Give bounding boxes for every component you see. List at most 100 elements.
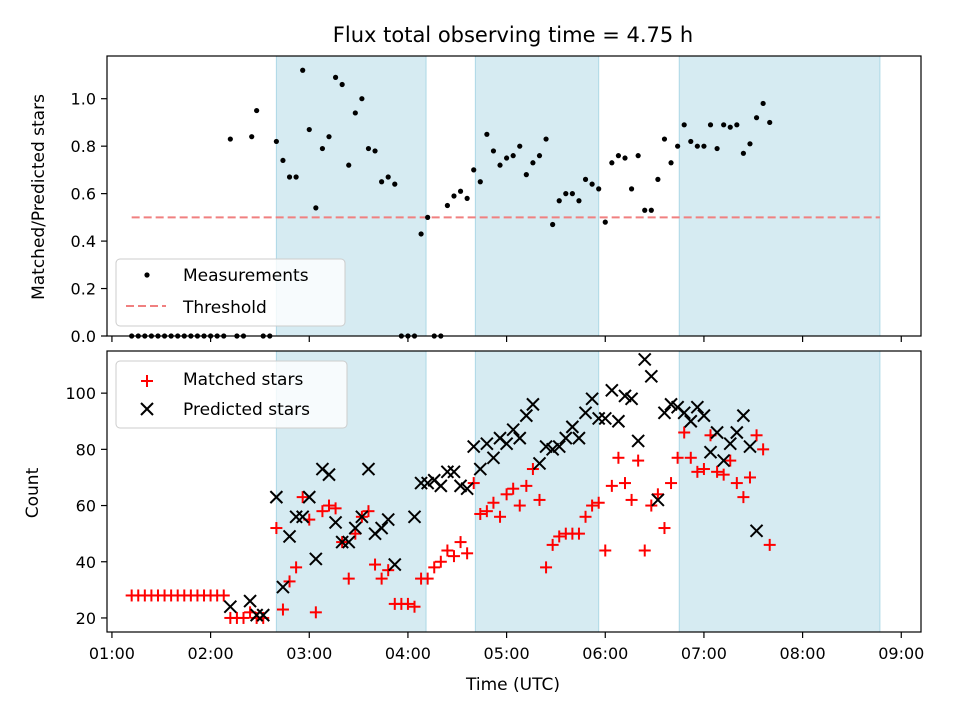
top-series-0-point-79 xyxy=(648,207,654,213)
bottom-y-axis-label: Count xyxy=(23,467,43,518)
bottom-series-1-point-27 xyxy=(434,479,448,493)
bottom-series-0-point-30 xyxy=(329,502,342,515)
top-series-0-point-87 xyxy=(701,143,707,149)
bottom-series-1-point-65 xyxy=(684,414,698,428)
bottom-series-1-point-40 xyxy=(519,408,534,423)
top-series-0-point-23 xyxy=(280,157,286,164)
top-series-0-point-52 xyxy=(471,167,477,173)
bottom-series-1-point-0 xyxy=(223,600,238,614)
bottom-series-1-point-41 xyxy=(526,397,540,412)
bottom-series-1-point-7 xyxy=(289,510,303,524)
bottom-series-1-point-47 xyxy=(565,420,580,434)
bottom-series-0-point-93 xyxy=(743,471,756,484)
bottom-series-1-point-61 xyxy=(657,406,672,420)
top-series-0-point-15 xyxy=(227,136,233,142)
top-series-0-point-67 xyxy=(569,191,575,197)
top-series-0-point-45 xyxy=(425,214,431,220)
legend-label-predicted: Predicted stars xyxy=(183,400,310,420)
top-series-0-point-63 xyxy=(543,136,549,142)
bottom-x-tick-label-8: 09:00 xyxy=(878,644,924,663)
bottom-series-0-point-47 xyxy=(441,544,454,557)
bottom-series-1-point-71 xyxy=(723,437,737,451)
top-shaded-span-1 xyxy=(474,55,600,337)
top-series-0-point-82 xyxy=(668,160,674,166)
bottom-x-tick-label-3: 04:00 xyxy=(385,644,431,663)
top-y-tick-label-2: 0.4 xyxy=(71,232,96,251)
top-series-0-point-36 xyxy=(365,145,372,152)
bottom-x-tick-label-1: 02:00 xyxy=(188,644,234,663)
top-series-0-point-75 xyxy=(622,155,628,161)
bottom-series-0-point-94 xyxy=(750,429,763,442)
bottom-series-1-point-64 xyxy=(677,406,691,420)
bottom-series-0-point-59 xyxy=(520,479,533,492)
bottom-series-0-point-52 xyxy=(474,507,487,520)
bottom-axes-frame xyxy=(106,350,922,633)
bottom-series-0-point-91 xyxy=(730,477,743,490)
bottom-series-1-point-14 xyxy=(335,535,349,549)
top-series-0-point-31 xyxy=(332,74,339,80)
bottom-series-0-point-69 xyxy=(586,499,599,512)
bottom-series-1-point-51 xyxy=(591,411,606,426)
legend-marker-matched xyxy=(141,375,153,387)
bottom-legend: Matched stars Predicted stars xyxy=(115,360,348,429)
top-series-0-point-80 xyxy=(655,176,661,182)
top-series-0-point-64 xyxy=(550,221,556,228)
top-series-0-point-48 xyxy=(444,202,450,209)
bottom-series-0-point-70 xyxy=(592,496,605,509)
top-series-0-point-53 xyxy=(477,179,483,185)
bottom-series-0-point-95 xyxy=(757,443,770,456)
bottom-series-0-point-71 xyxy=(599,544,612,557)
bottom-series-1-point-8 xyxy=(295,510,310,524)
bottom-series-1-point-29 xyxy=(447,465,461,479)
top-series-0-point-73 xyxy=(609,160,615,166)
bottom-series-0-point-44 xyxy=(421,572,434,585)
top-series-0-point-26 xyxy=(300,67,306,73)
bottom-series-0-point-28 xyxy=(316,505,329,518)
bottom-series-0-point-88 xyxy=(711,465,724,478)
bottom-series-1-point-39 xyxy=(513,431,527,445)
top-series-0-point-27 xyxy=(306,126,312,133)
bottom-series-0-point-42 xyxy=(408,600,421,613)
top-series-0-point-35 xyxy=(359,96,365,102)
top-series-0-point-83 xyxy=(675,143,681,149)
top-series-0-point-69 xyxy=(582,176,589,182)
bottom-series-1-point-16 xyxy=(348,521,363,535)
top-series-0-point-71 xyxy=(596,186,602,192)
top-series-0-point-88 xyxy=(707,122,714,128)
top-series-0-point-19 xyxy=(254,107,260,114)
top-series-0-point-22 xyxy=(273,138,279,145)
bottom-series-0-point-41 xyxy=(401,597,414,610)
top-series-0-point-29 xyxy=(319,145,326,152)
bottom-series-0-point-80 xyxy=(658,522,671,535)
top-series-0-point-34 xyxy=(352,110,358,116)
top-series-0-point-77 xyxy=(635,153,641,159)
bottom-y-tick-label-3: 80 xyxy=(76,440,96,459)
top-y-tick-label-0: 0.0 xyxy=(71,327,96,346)
bottom-series-1-point-6 xyxy=(282,529,297,544)
bottom-series-1-point-4 xyxy=(269,490,284,504)
top-series-0-point-94 xyxy=(747,141,753,147)
bottom-series-0-point-90 xyxy=(724,454,737,467)
bottom-series-0-point-32 xyxy=(342,572,355,585)
bottom-series-0-point-85 xyxy=(691,465,704,478)
top-series-0-point-49 xyxy=(451,193,457,199)
bottom-series-1-point-10 xyxy=(309,552,323,566)
bottom-series-0-point-60 xyxy=(526,463,539,476)
bottom-series-0-point-29 xyxy=(323,499,335,512)
top-series-0-point-96 xyxy=(760,100,766,107)
top-series-0-point-51 xyxy=(464,195,470,201)
bottom-series-1-point-68 xyxy=(703,445,718,459)
bottom-x-tick-label-6: 07:00 xyxy=(681,644,727,663)
top-series-0-point-90 xyxy=(721,122,727,128)
top-series-0-point-76 xyxy=(628,186,635,192)
top-chart-title: Flux total observing time = 4.75 h xyxy=(333,23,693,47)
bottom-series-0-point-37 xyxy=(375,572,388,585)
bottom-series-0-point-23 xyxy=(283,575,296,588)
bottom-series-1-point-74 xyxy=(743,439,757,454)
bottom-series-1-point-46 xyxy=(559,431,573,445)
bottom-series-0-point-14 xyxy=(217,589,230,602)
top-series-0-point-84 xyxy=(681,122,687,128)
bottom-y-tick-label-4: 100 xyxy=(65,384,96,403)
bottom-series-0-point-53 xyxy=(480,505,493,518)
top-series-0-point-70 xyxy=(589,181,595,187)
